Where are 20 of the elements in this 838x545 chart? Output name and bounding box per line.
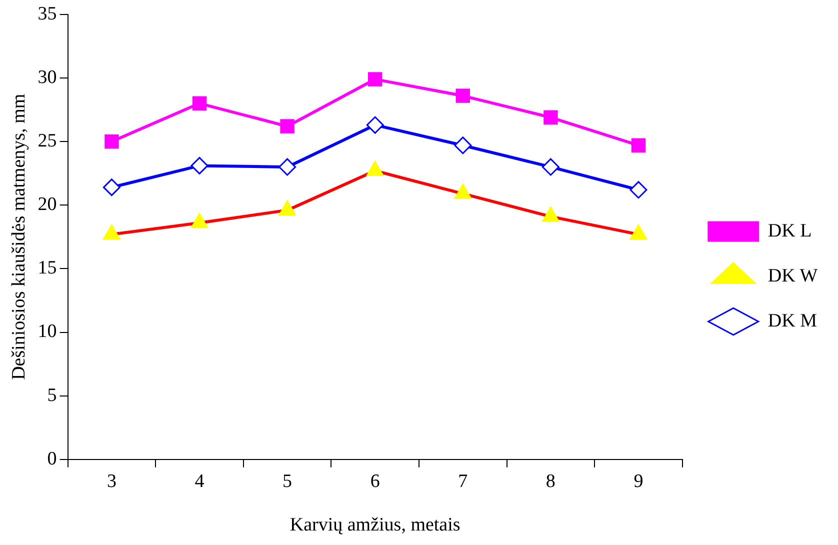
y-tick-label: 10 [38, 321, 57, 342]
y-tick-label: 35 [38, 3, 57, 24]
y-tick-label: 5 [47, 384, 57, 406]
x-tick-label: 8 [546, 470, 556, 492]
x-tick-label: 9 [634, 470, 644, 492]
x-tick-label: 4 [194, 470, 205, 492]
legend-label: DK L [768, 220, 812, 242]
y-tick-label: 0 [47, 448, 57, 470]
legend-label: DK W [768, 265, 818, 286]
legend-label: DK M [768, 310, 818, 332]
y-tick-label: 25 [38, 130, 57, 152]
y-tick-label: 20 [38, 194, 57, 216]
y-tick-label: 30 [38, 66, 57, 88]
y-axis-title: Dešiniosios kiaušidės matmenys, mm [8, 94, 30, 380]
x-tick-label: 6 [370, 470, 380, 492]
y-tick-label: 15 [38, 258, 57, 279]
x-tick-label: 3 [106, 470, 116, 492]
x-tick-label: 7 [458, 470, 468, 492]
x-tick-label: 5 [282, 470, 292, 492]
x-axis-title: Karvių amžius, metais [290, 514, 460, 536]
